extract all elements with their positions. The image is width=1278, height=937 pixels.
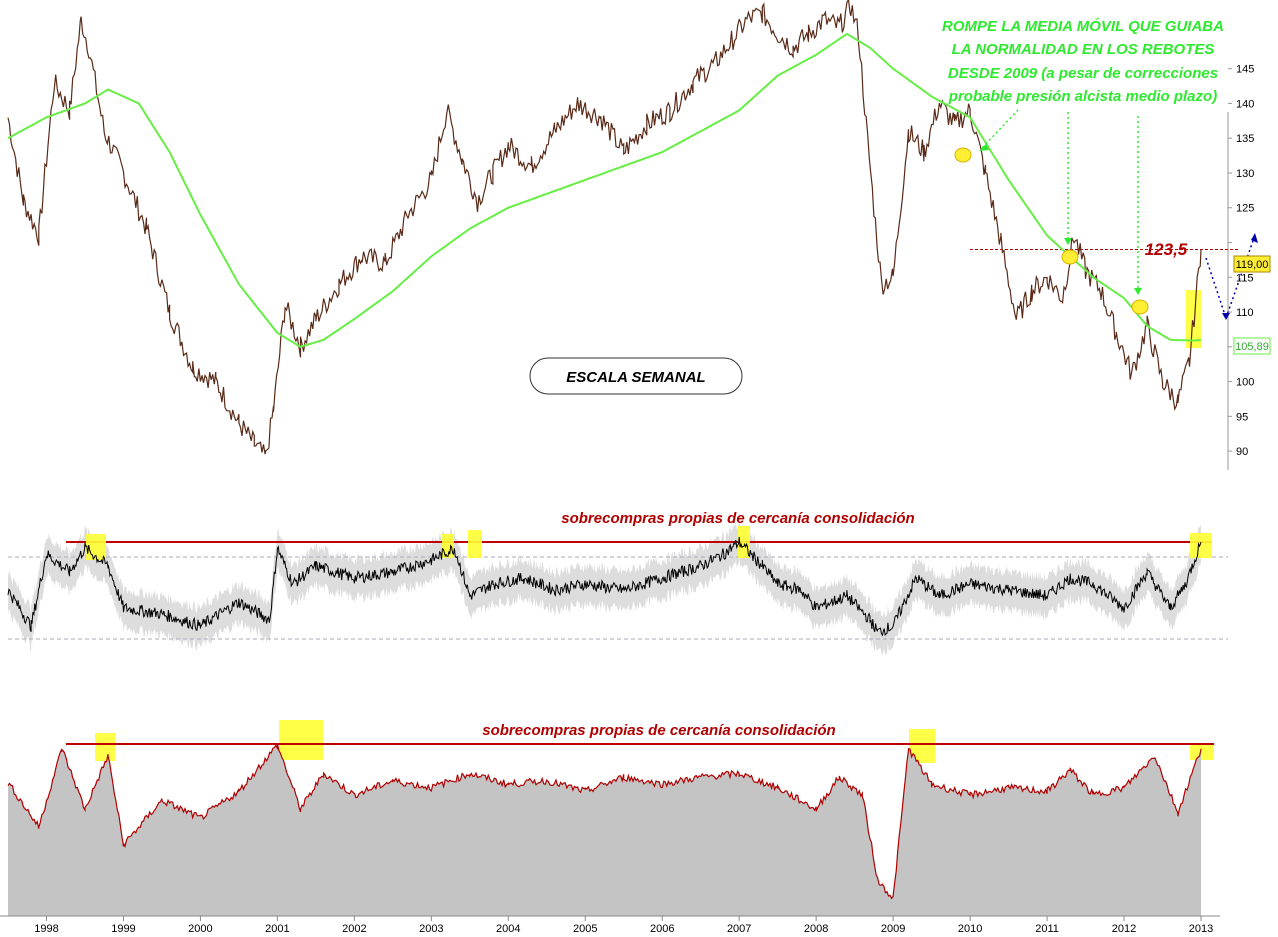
annotation-line-3: DESDE 2009 (a pesar de correcciones xyxy=(948,65,1218,82)
annotation-arrows xyxy=(981,109,1139,290)
projection-arrowhead-down xyxy=(1222,313,1230,320)
price-y-tick-label: 145 xyxy=(1236,64,1254,76)
price-y-tick-label: 140 xyxy=(1236,98,1254,110)
annotation-text-block: ROMPE LA MEDIA MÓVIL QUE GUIABA LA NORMA… xyxy=(942,17,1224,105)
x-ticks: 1998 1999 2000 2001 2002 2003 2004 2005 2006 2007… xyxy=(34,916,1213,935)
ma-value-tag xyxy=(1233,337,1271,355)
oscillator-2-title: sobrecompras propias de cercanía consoli… xyxy=(482,722,835,739)
x-tick-label: 1998 xyxy=(34,923,58,935)
price-y-ticks: 90 95 100 110 115 125 130 135 140 145 xyxy=(1228,64,1254,458)
x-tick-label: 2007 xyxy=(727,923,751,935)
x-tick-label: 2013 xyxy=(1189,923,1213,935)
oscillator-1-line xyxy=(7,537,1202,637)
annotation-arrowheads xyxy=(979,144,1142,295)
ma-touch-marker-1 xyxy=(954,147,972,163)
x-tick-label: 2006 xyxy=(650,923,674,935)
ma-touch-marker-3 xyxy=(1131,299,1149,315)
scale-label-box xyxy=(529,357,743,395)
price-panel: 90 95 100 110 115 125 130 135 140 145 ROMPE LA ME… xyxy=(7,0,1271,470)
oscillator-1-title: sobrecompras propias de cercanía consoli… xyxy=(561,510,914,527)
projection-arrows xyxy=(1205,237,1255,319)
oscillator-2-line xyxy=(7,743,1202,900)
oscillator-1-band xyxy=(8,519,1201,656)
annotation-line-4: probable presión alcista medio plazo) xyxy=(948,88,1217,105)
oscillator-1-panel: sobrecompras propias de cercanía consoli… xyxy=(7,510,1228,656)
x-tick-label: 1999 xyxy=(111,923,135,935)
last-price-label: 119,00 xyxy=(1236,259,1269,271)
x-tick-label: 2000 xyxy=(188,923,212,935)
projection-arrowhead-up xyxy=(1251,233,1258,243)
x-tick-label: 2005 xyxy=(573,923,597,935)
ma-touch-marker-2 xyxy=(1061,249,1079,265)
price-y-tick-label: 115 xyxy=(1236,272,1254,284)
price-y-tick-label: 110 xyxy=(1236,307,1254,319)
annotation-line-1: ROMPE LA MEDIA MÓVIL QUE GUIABA xyxy=(942,17,1224,35)
x-tick-label: 2004 xyxy=(496,923,520,935)
price-y-tick-label: 130 xyxy=(1236,168,1254,180)
price-y-tick-label: 125 xyxy=(1236,203,1254,215)
x-tick-label: 2009 xyxy=(881,923,905,935)
last-price-tag xyxy=(1233,255,1271,273)
price-y-tick-label: 95 xyxy=(1236,411,1248,423)
oscillator-2-area xyxy=(8,743,1201,916)
annotation-line-2: LA NORMALIDAD EN LOS REBOTES xyxy=(952,41,1215,58)
x-tick-label: 2003 xyxy=(419,923,443,935)
x-tick-label: 2008 xyxy=(804,923,828,935)
x-tick-label: 2011 xyxy=(1035,923,1059,935)
oscillator-1-highlights xyxy=(86,526,1212,560)
price-y-tick-label: 90 xyxy=(1236,446,1248,458)
x-tick-label: 2002 xyxy=(342,923,366,935)
x-tick-label: 2010 xyxy=(958,923,982,935)
oscillator-2-highlights xyxy=(95,720,1214,763)
oscillator-2-panel: sobrecompras propias de cercanía consoli… xyxy=(7,720,1214,916)
breakout-highlight xyxy=(1186,290,1201,348)
ma-value-label: 105,89 xyxy=(1235,341,1269,353)
price-line xyxy=(7,0,1202,455)
moving-average-line xyxy=(7,32,1202,348)
x-tick-label: 2001 xyxy=(265,923,289,935)
level-label: 123,5 xyxy=(1145,240,1188,259)
price-y-tick-label: 100 xyxy=(1236,377,1254,389)
scale-label: ESCALA SEMANAL xyxy=(566,369,705,386)
price-y-tick-label: 135 xyxy=(1236,133,1254,145)
x-tick-label: 2012 xyxy=(1112,923,1136,935)
x-axis: 1998 1999 2000 2001 2002 2003 2004 2005 2006 2007… xyxy=(0,915,1220,935)
